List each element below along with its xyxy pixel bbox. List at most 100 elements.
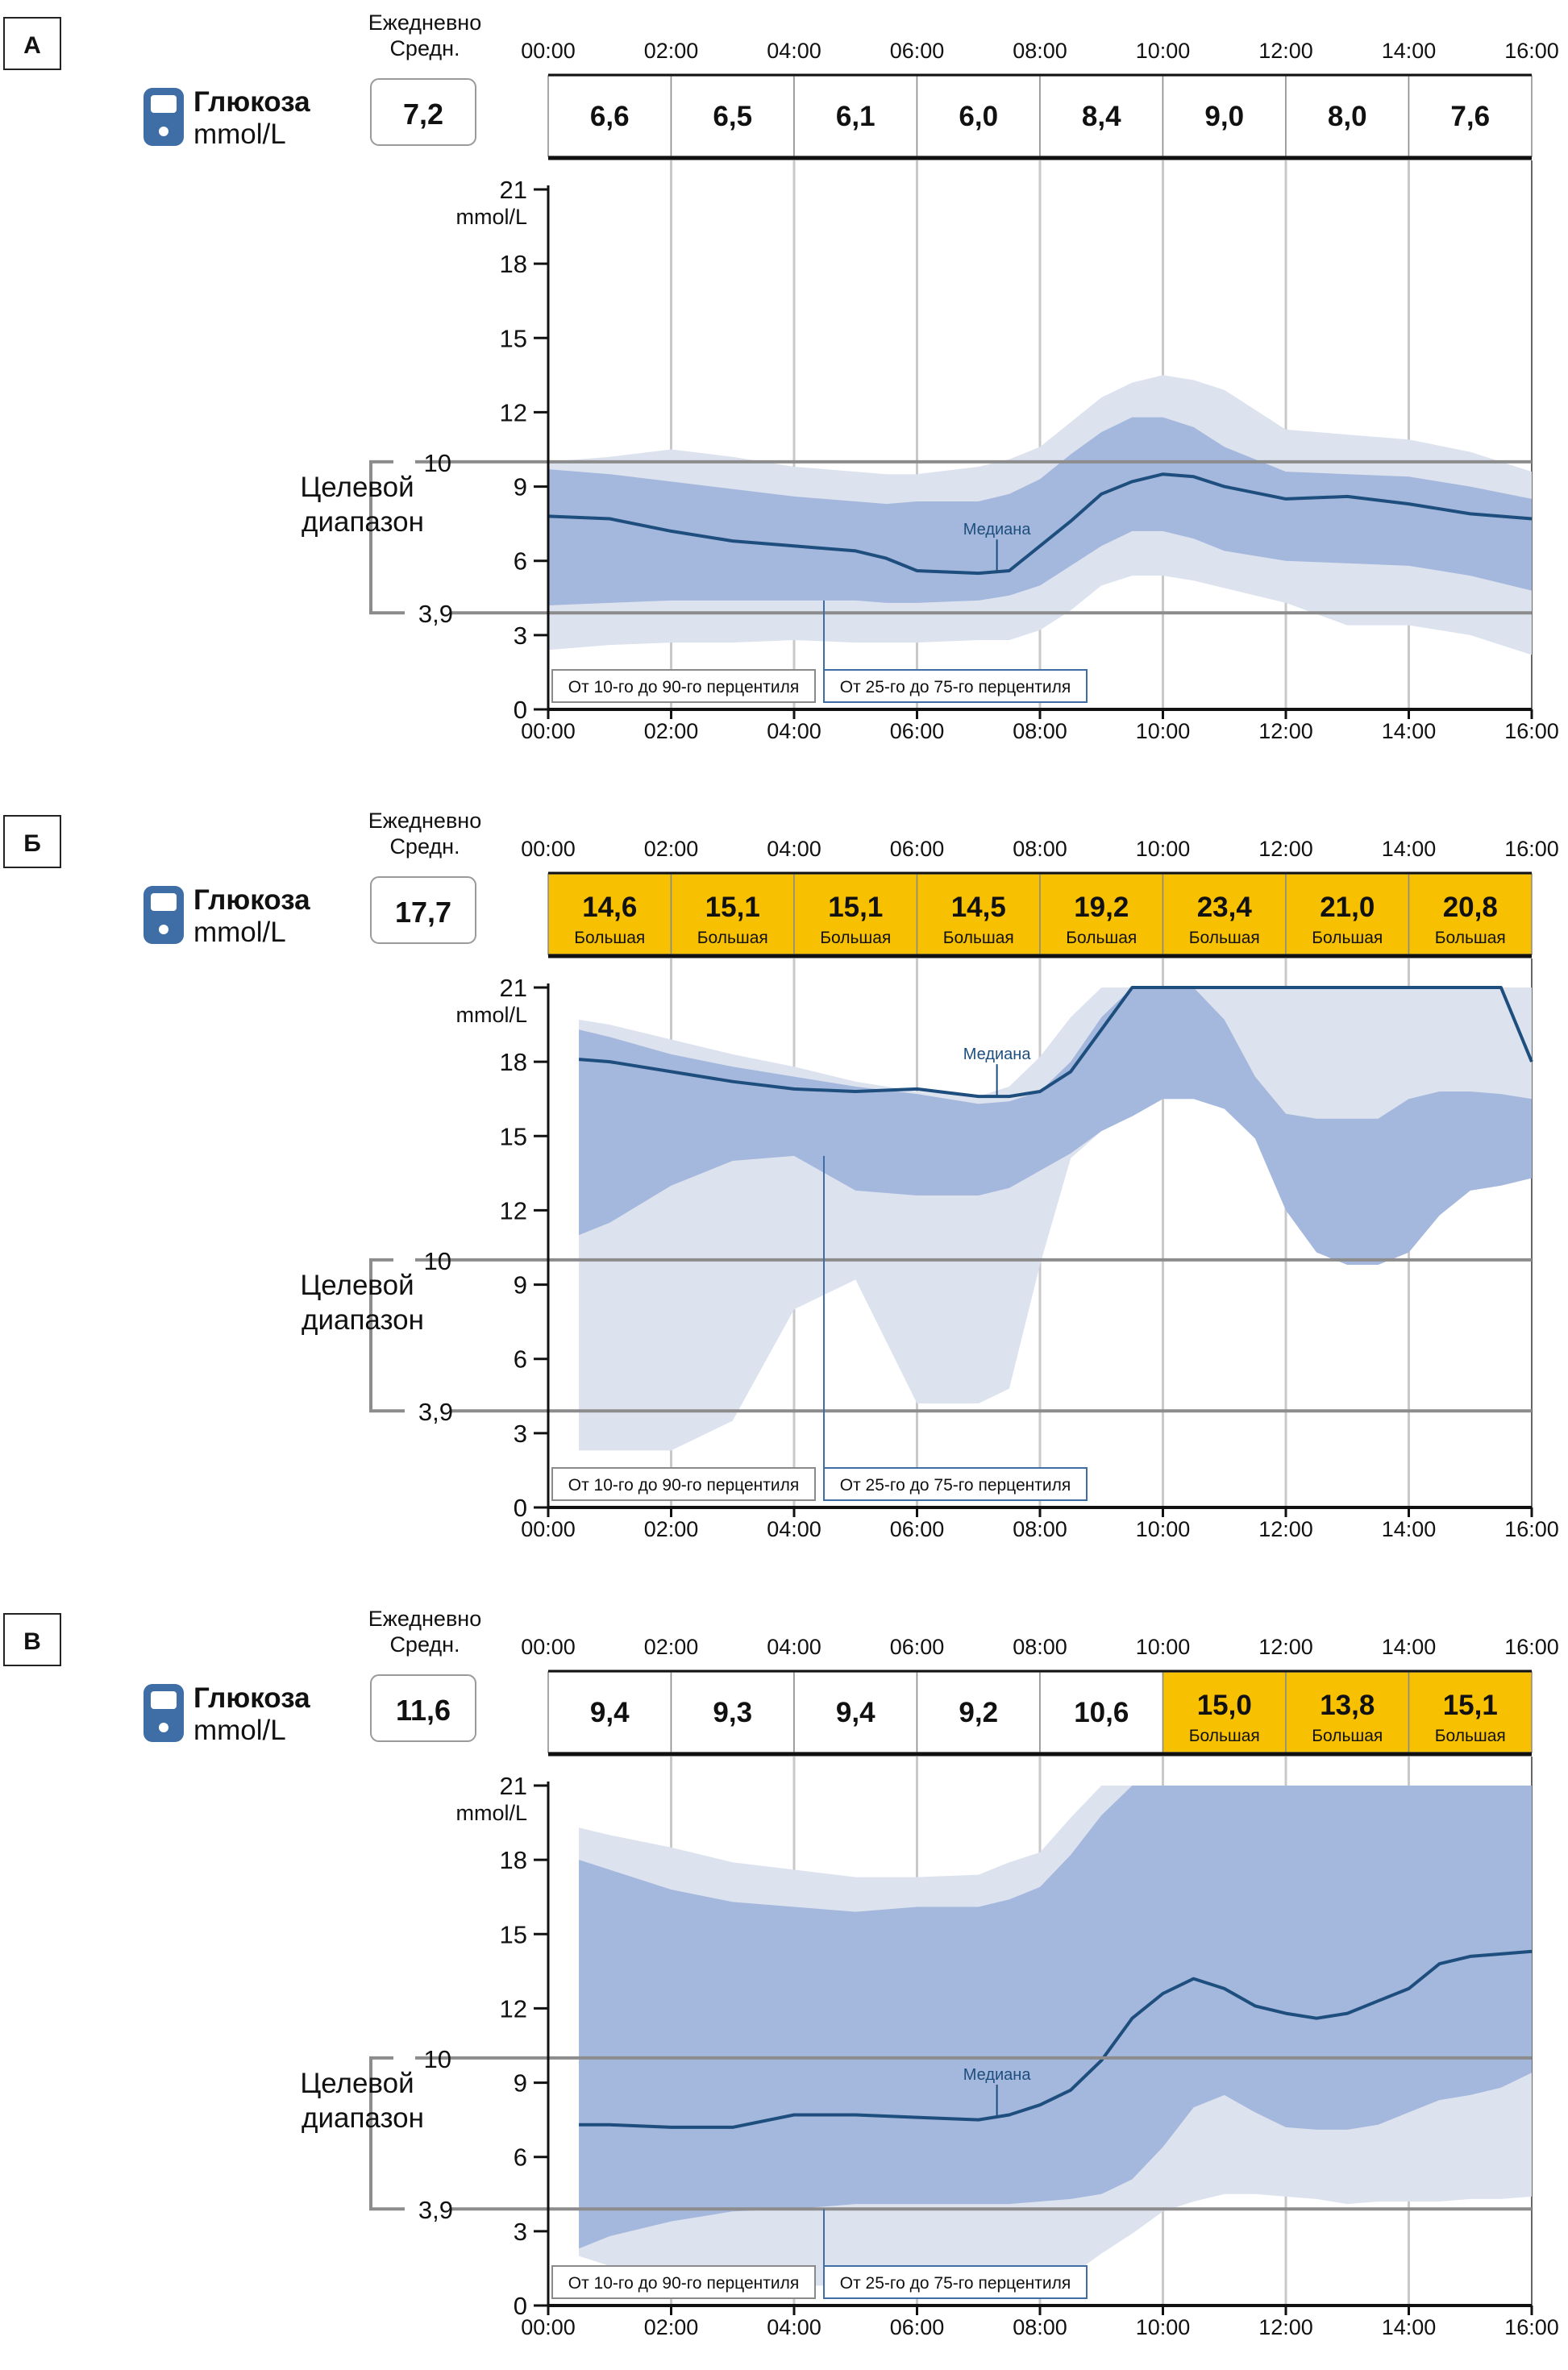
legend-outer-label: От 10-го до 90-го перцентиля [568,678,799,696]
x-tick-label: 04:00 [767,719,821,743]
daily-avg-value: 11,6 [396,1694,451,1727]
y-axis: 0 3 6 9 12 15 18 21 [500,1772,550,2320]
x-tick-label: 16:00 [1504,719,1559,743]
y-tick-label: 9 [514,473,527,501]
period-value-status: Большая [574,929,645,947]
panel-letter: Б [23,830,41,857]
y-tick-label: 12 [500,1994,527,2023]
period-value: 6,6 [590,101,630,132]
target-high-value: 10 [424,449,451,477]
y-tick-label: 18 [500,250,527,278]
glucose-unit: mmol/L [193,917,286,948]
x-tick-label: 04:00 [767,2315,821,2339]
period-value: 23,4 [1197,892,1253,923]
top-time-tick: 16:00 [1504,837,1559,861]
y-axis: 0 3 6 9 12 15 18 21 [500,176,550,724]
top-time-tick: 10:00 [1136,1635,1191,1659]
legend-outer-label: От 10-го до 90-го перцентиля [568,1476,799,1495]
daily-avg-label-2: Средн. [389,1632,460,1657]
median-label: Медиана [963,1046,1032,1063]
y-tick-label: 6 [514,547,527,576]
period-value-cell [1162,75,1287,157]
top-time-tick: 04:00 [767,837,821,861]
glucose-title: Глюкоза [193,1682,310,1714]
period-value-cell [547,1671,672,1753]
top-time-tick: 10:00 [1136,39,1191,63]
legend-inner-band [823,2265,1088,2299]
legend-outer-band [551,669,816,703]
x-tick-label: 10:00 [1136,719,1191,743]
period-value: 8,4 [1082,101,1121,132]
x-tick-label: 08:00 [1013,2315,1067,2339]
period-value-cell [1162,1671,1287,1753]
daily-avg-box [370,876,476,944]
target-high-value: 10 [424,2045,451,2073]
legend-inner-label: От 25-го до 75-го перцентиля [840,2274,1071,2293]
panel-letter: В [23,1628,41,1655]
median-label: Медиана [963,521,1032,538]
period-value: 19,2 [1074,892,1129,923]
period-value: 15,1 [828,892,883,923]
glucose-meter-icon [143,886,184,944]
glucose-meter-icon [143,88,184,146]
period-value: 14,6 [582,892,637,923]
target-low-value: 3,9 [418,600,453,628]
target-range-bracket [369,1258,405,1413]
target-low-value: 3,9 [418,2196,453,2224]
y-tick-label: 21 [500,974,527,1002]
period-value-status: Большая [1435,1727,1506,1745]
x-tick-label: 14:00 [1382,1517,1437,1541]
x-tick-label: 16:00 [1504,1517,1559,1541]
y-tick-label: 6 [514,2143,527,2172]
top-time-tick: 02:00 [644,39,699,63]
legend-outer-label: От 10-го до 90-го перцентиля [568,2274,799,2293]
x-tick-label: 12:00 [1258,2315,1313,2339]
percentile-legend: От 10-го до 90-го перцентиля От 25-го до … [551,2209,1088,2299]
daily-avg-box [370,78,476,146]
x-tick-label: 00:00 [521,2315,576,2339]
y-axis-unit: mmol/L [455,1801,527,1825]
legend-inner-band [823,669,1088,703]
top-time-tick: 04:00 [767,39,821,63]
daily-avg-label-2: Средн. [389,834,460,859]
top-time-tick: 14:00 [1382,837,1437,861]
period-value-status: Большая [820,929,891,947]
x-tick-label: 06:00 [890,2315,945,2339]
y-tick-label: 9 [514,1271,527,1299]
x-tick-label: 02:00 [644,2315,699,2339]
x-tick-label: 10:00 [1136,2315,1191,2339]
target-high-value: 10 [424,1247,451,1275]
y-tick-label: 21 [500,1772,527,1800]
period-value-cell [1408,1671,1533,1753]
x-tick-label: 10:00 [1136,1517,1191,1541]
x-tick-label: 12:00 [1258,719,1313,743]
top-time-axis: 00:00 02:00 04:00 06:00 08:00 10:00 12:00 14:00… [521,1635,1559,1659]
period-value-status: Большая [1435,929,1506,947]
top-time-tick: 16:00 [1504,1635,1559,1659]
period-value-cell [670,873,795,955]
period-value: 7,6 [1450,101,1490,132]
glucose-unit: mmol/L [193,118,286,150]
target-range-label: Целевой [300,1270,414,1301]
panel-letter-box [3,815,61,868]
period-value: 9,0 [1204,101,1244,132]
top-time-tick: 14:00 [1382,1635,1437,1659]
period-value: 13,8 [1320,1690,1375,1721]
top-time-tick: 10:00 [1136,837,1191,861]
top-time-tick: 14:00 [1382,39,1437,63]
y-tick-label: 3 [514,2218,527,2246]
period-value-status: Большая [1066,929,1137,947]
top-time-tick: 04:00 [767,1635,821,1659]
y-tick-label: 18 [500,1048,527,1076]
target-range-label-2: диапазон [302,506,424,538]
y-axis: 0 3 6 9 12 15 18 21 [500,974,550,1522]
panel-letter-box [3,17,61,70]
y-tick-label: 0 [514,2292,527,2320]
top-time-tick: 00:00 [521,1635,576,1659]
x-tick-label: 08:00 [1013,719,1067,743]
top-time-tick: 08:00 [1013,837,1067,861]
x-tick-label: 02:00 [644,1517,699,1541]
top-time-tick: 02:00 [644,837,699,861]
daily-avg-label: Ежедневно [368,1607,481,1631]
